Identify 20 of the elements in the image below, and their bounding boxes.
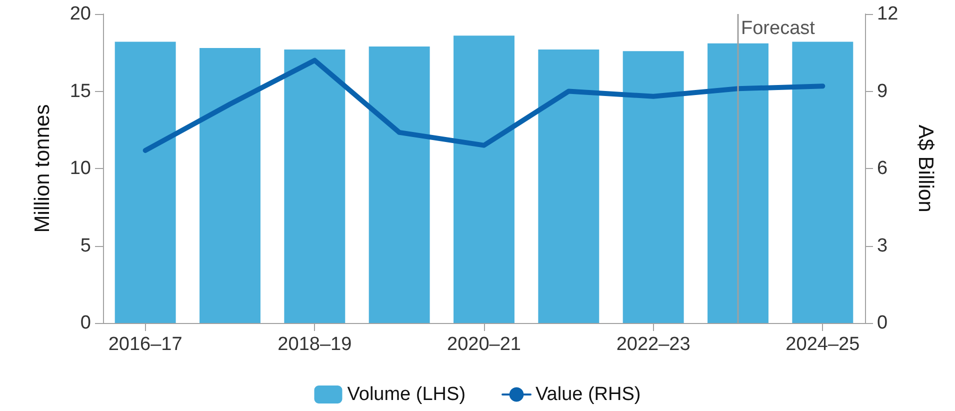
y2-tick-label: 9 (877, 80, 888, 102)
y2-tick-label: 3 (877, 235, 888, 256)
legend-label: Volume (LHS) (347, 384, 466, 405)
y-tick-label: 15 (70, 80, 91, 102)
y2-tick-label: 0 (877, 312, 888, 334)
x-tick-label: 2018–19 (278, 334, 352, 355)
y-tick-label: 20 (70, 4, 91, 24)
annotation: Forecast (741, 18, 816, 39)
y-tick-label: 5 (80, 235, 91, 256)
x-tick-label: 2020–21 (447, 334, 521, 355)
y-axis-title: Million tonnes (31, 104, 54, 233)
y2-tick-label: 6 (877, 158, 888, 179)
legend-label: Value (RHS) (536, 384, 641, 405)
x-tick-label: 2024–25 (786, 334, 860, 355)
y-tick-label: 0 (80, 312, 91, 334)
x-tick-label: 2022–23 (616, 334, 690, 355)
y2-tick-label: 12 (877, 4, 898, 24)
y2-axis-title: A$ Billion (914, 124, 937, 212)
x-tick-label: 2016–17 (108, 334, 182, 355)
y-tick-label: 10 (70, 158, 91, 179)
